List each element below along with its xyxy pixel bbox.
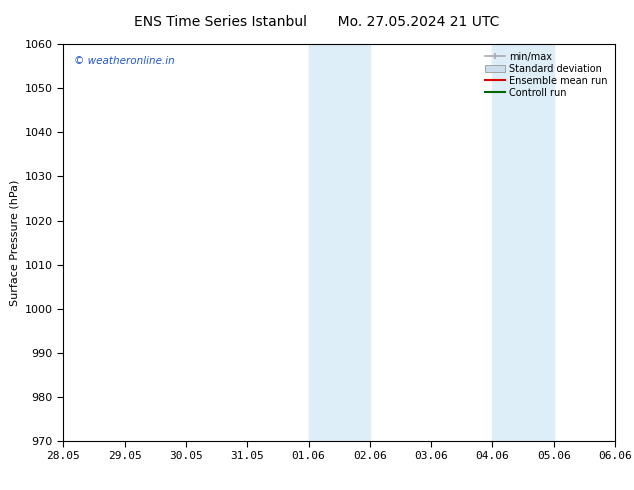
Text: © weatheronline.in: © weatheronline.in — [74, 56, 175, 66]
Legend: min/max, Standard deviation, Ensemble mean run, Controll run: min/max, Standard deviation, Ensemble me… — [482, 49, 610, 100]
Bar — [493, 44, 553, 441]
Y-axis label: Surface Pressure (hPa): Surface Pressure (hPa) — [10, 179, 19, 306]
Bar — [309, 44, 370, 441]
Text: ENS Time Series Istanbul       Mo. 27.05.2024 21 UTC: ENS Time Series Istanbul Mo. 27.05.2024 … — [134, 15, 500, 29]
